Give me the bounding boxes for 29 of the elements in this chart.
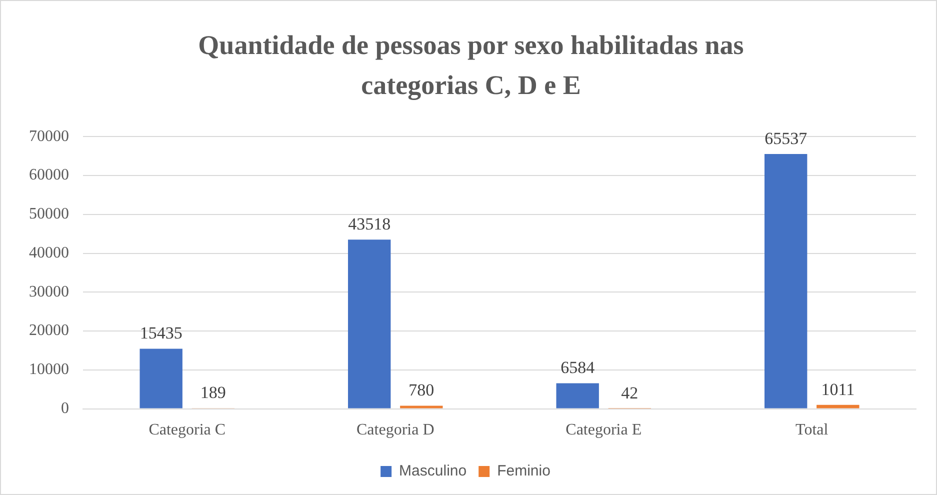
data-label: 15435 <box>140 324 182 343</box>
y-tick-label: 10000 <box>29 361 69 378</box>
legend-label: Feminio <box>497 462 550 480</box>
bar <box>140 348 182 408</box>
bar <box>348 240 391 408</box>
y-tick-label: 20000 <box>29 322 69 340</box>
data-label: 6584 <box>560 358 596 378</box>
bar <box>764 154 808 408</box>
data-label: 42 <box>621 384 638 403</box>
y-tick-label: 0 <box>61 400 69 418</box>
data-label: 189 <box>200 383 226 402</box>
data-label: 1011 <box>821 380 855 399</box>
bar <box>556 383 599 408</box>
bar <box>816 404 860 408</box>
x-tick-label: Total <box>796 422 829 439</box>
y-tick-label: 60000 <box>29 166 69 184</box>
y-tick-label: 40000 <box>29 244 69 262</box>
y-tick-label: 30000 <box>29 283 69 300</box>
legend-label: Masculino <box>399 462 467 480</box>
chart-title: Quantidade de pessoas por sexo habilitadas nas categorias C, D e E <box>197 29 745 102</box>
y-tick-label: 70000 <box>29 128 69 145</box>
bar <box>400 406 443 408</box>
data-label: 43518 <box>348 214 391 234</box>
x-tick-label: Categoria C <box>148 422 226 439</box>
data-label: 780 <box>408 380 434 400</box>
x-tick-label: Categoria E <box>566 422 642 439</box>
data-label: 65537 <box>764 128 808 148</box>
x-tick-label: Categoria D <box>356 422 434 439</box>
y-tick-label: 50000 <box>29 206 69 223</box>
